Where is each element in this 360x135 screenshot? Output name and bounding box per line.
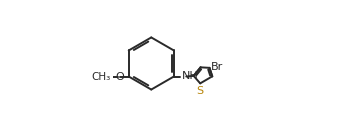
Text: S: S — [197, 86, 204, 96]
Text: CH₃: CH₃ — [91, 72, 111, 82]
Text: NH: NH — [181, 71, 198, 81]
Text: O: O — [115, 72, 124, 82]
Text: Br: Br — [211, 62, 224, 72]
